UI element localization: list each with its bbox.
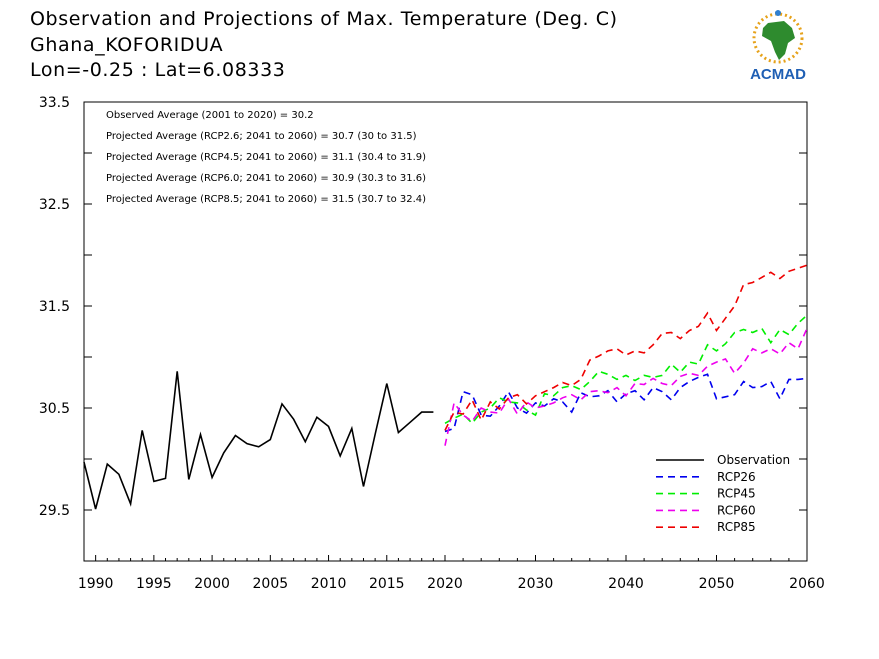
coordinates-label: Lon=-0.25 : Lat=6.08333	[30, 59, 286, 81]
y-tick-label: 29.5	[39, 503, 70, 519]
annotation-rcp85: Projected Average (RCP8.5; 2041 to 2060)…	[106, 194, 426, 205]
x-tick-label: 2020	[427, 576, 463, 592]
annotation-box: Observed Average (2001 to 2020) = 30.2 P…	[106, 110, 426, 205]
x-tick-label: 2010	[311, 576, 347, 592]
x-tick-label: 2030	[518, 576, 554, 592]
legend-label-rcp60: RCP60	[717, 503, 756, 517]
x-tick-label: 2040	[608, 576, 644, 592]
y-tick-label: 32.5	[39, 197, 70, 213]
location-name: Ghana_KOFORIDUA	[30, 34, 224, 56]
plot-frame	[83, 101, 808, 562]
x-tick-label: 2000	[194, 576, 230, 592]
y-tick-label: 31.5	[39, 299, 70, 315]
series-rcp26	[444, 373, 808, 433]
y-axis: 29.5 30.5 31.5 32.5 33.5	[39, 95, 807, 562]
x-tick-label: 2005	[253, 576, 289, 592]
y-tick-label: 30.5	[39, 401, 70, 417]
annotation-rcp45: Projected Average (RCP4.5; 2041 to 2060)…	[106, 152, 426, 163]
legend-label-observation: Observation	[717, 453, 790, 467]
annotation-rcp26: Projected Average (RCP2.6; 2041 to 2060)…	[106, 131, 417, 142]
x-tick-label: 1995	[136, 576, 172, 592]
x-tick-label: 2060	[789, 576, 825, 592]
africa-map-logo	[752, 10, 804, 64]
series-rcp60	[444, 328, 808, 446]
series-layer	[83, 264, 808, 510]
x-axis: 1990 1995 2000 2005 2010 2015 2020 2030 2040 2050…	[78, 555, 825, 592]
legend-label-rcp26: RCP26	[717, 470, 756, 484]
plot-border	[83, 101, 808, 562]
y-tick-label: 33.5	[39, 95, 70, 111]
logo-text: ACMAD	[750, 66, 806, 83]
x-tick-label: 2050	[699, 576, 735, 592]
legend-label-rcp85: RCP85	[717, 520, 756, 534]
x-tick-label: 1990	[78, 576, 114, 592]
series-rcp85	[444, 264, 808, 431]
series-observation	[83, 371, 434, 510]
annotation-observed: Observed Average (2001 to 2020) = 30.2	[106, 110, 314, 121]
chart-title: Observation and Projections of Max. Temp…	[30, 8, 618, 30]
acmad-logo: ACMAD	[750, 10, 806, 83]
legend-label-rcp45: RCP45	[717, 487, 756, 501]
x-tick-label: 2015	[369, 576, 405, 592]
legend: Observation RCP26 RCP45 RCP60 RCP85	[656, 453, 790, 534]
annotation-rcp60: Projected Average (RCP6.0; 2041 to 2060)…	[106, 173, 426, 184]
